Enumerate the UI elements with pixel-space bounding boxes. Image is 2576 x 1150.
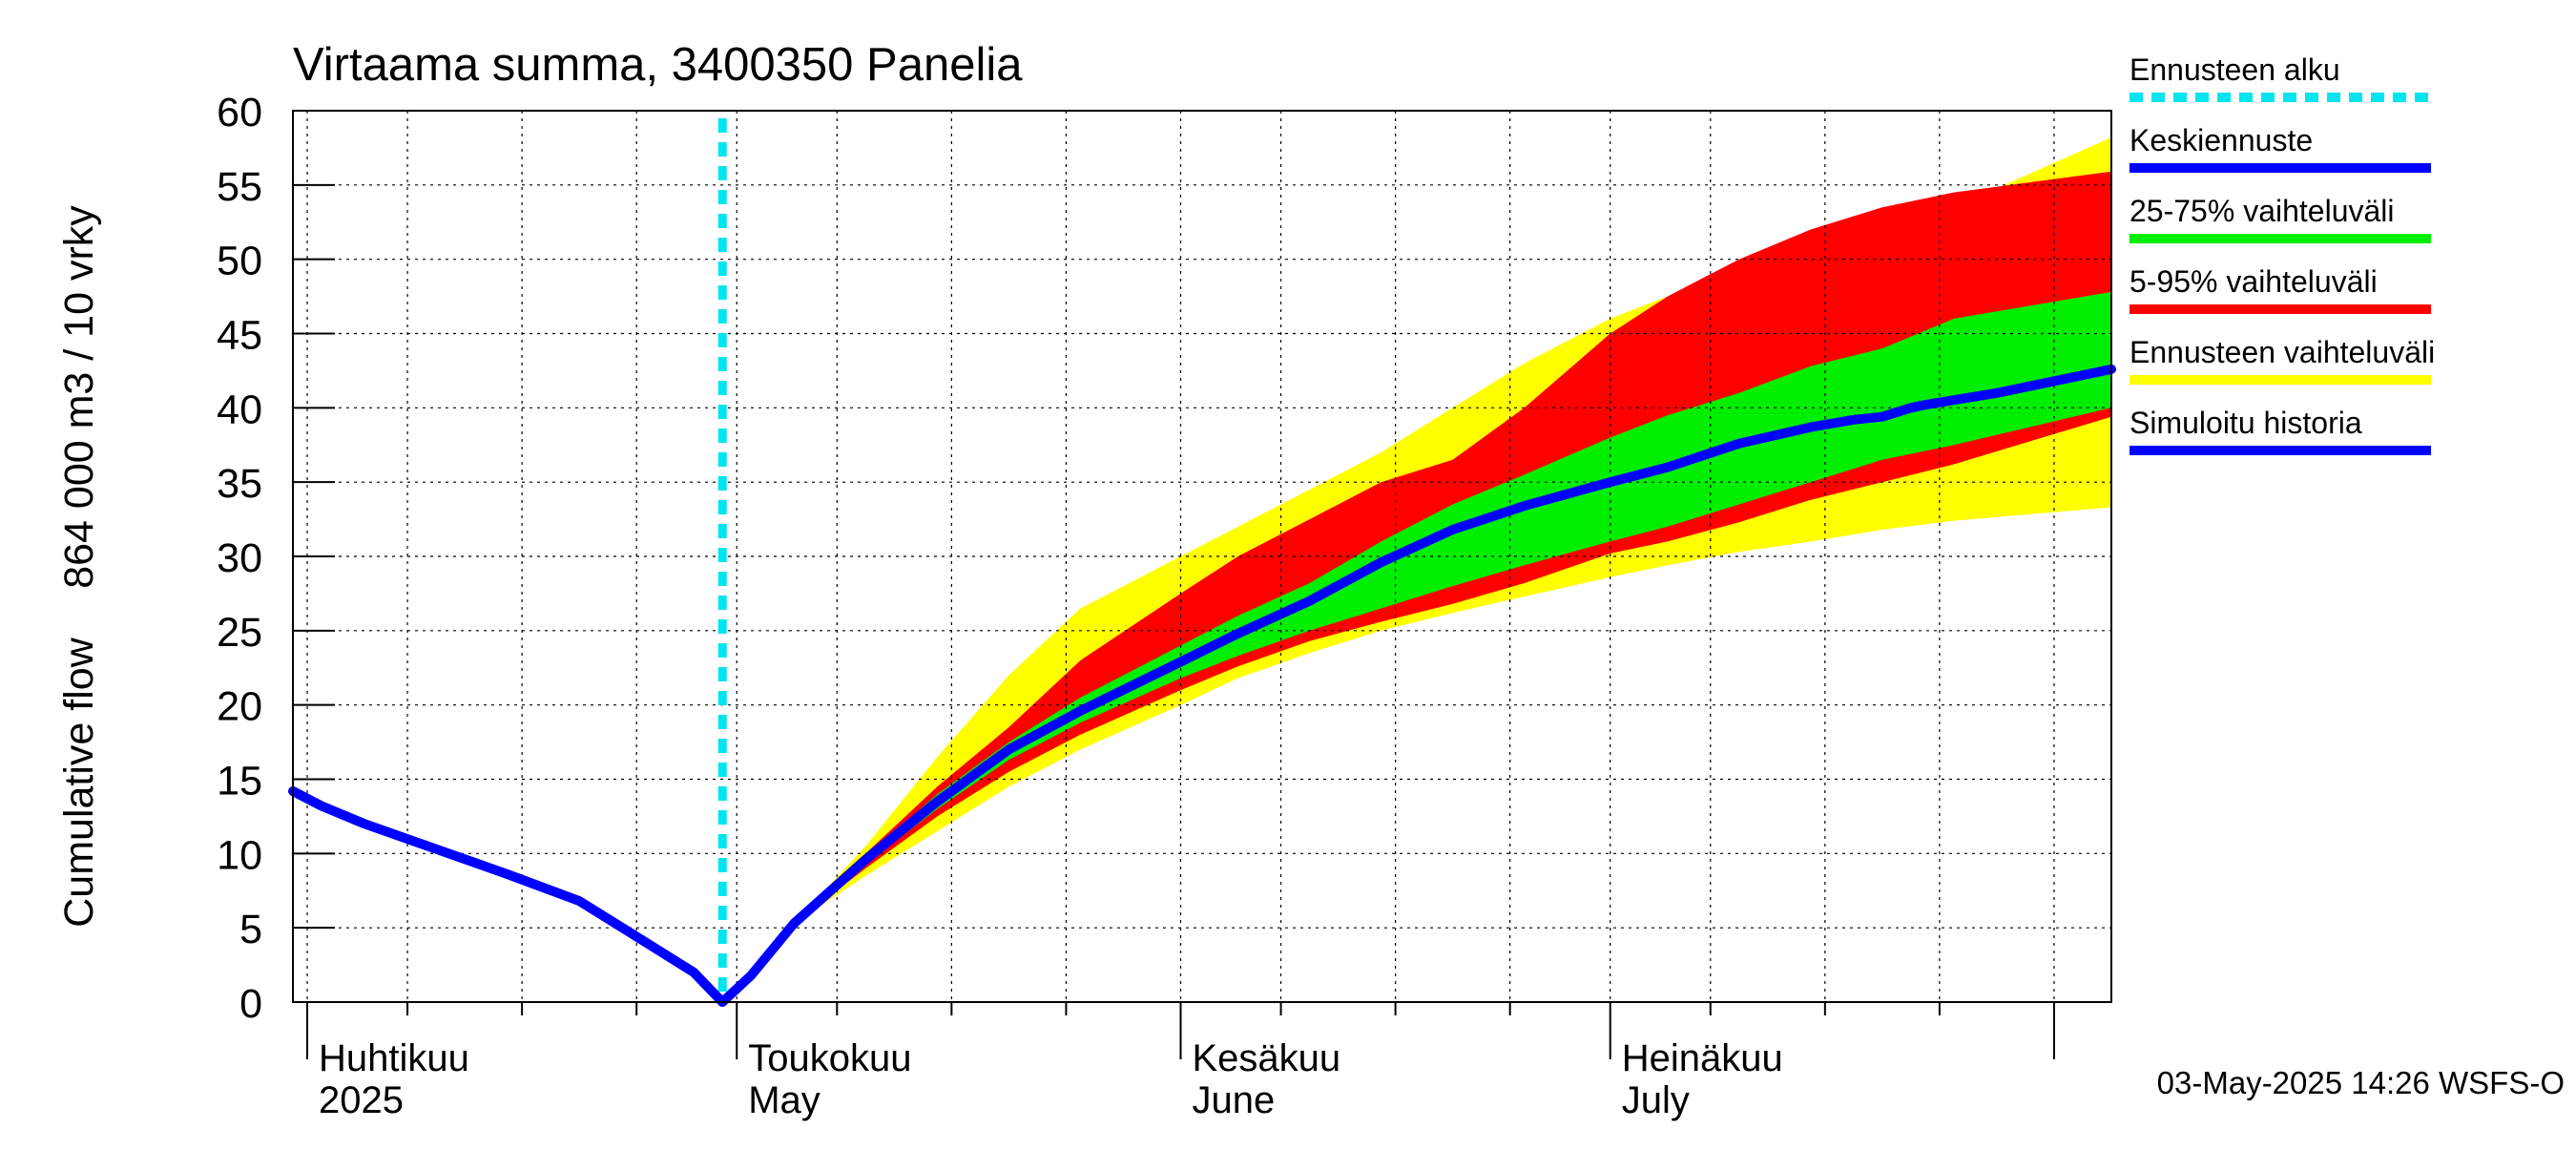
series-simuloitu-historia (288, 786, 728, 1007)
x-month-label: Toukokuu (748, 1037, 911, 1079)
y-tick-label: 0 (239, 981, 262, 1027)
series-keskiennuste (717, 364, 2116, 1007)
y-tick-label: 55 (217, 164, 262, 210)
y-axis-label: 864 000 m3 / 10 vrky (56, 205, 102, 589)
legend-label: 5-95% vaihteluväli (2129, 264, 2378, 299)
y-tick-label: 50 (217, 239, 262, 284)
legend-label: Ennusteen alku (2129, 52, 2340, 87)
chart-title: Virtaama summa, 3400350 Panelia (293, 39, 1023, 91)
y-tick-label: 45 (217, 313, 262, 359)
x-month-sublabel: July (1622, 1079, 1690, 1121)
y-tick-label: 25 (217, 610, 262, 656)
x-month-sublabel: 2025 (319, 1079, 404, 1121)
y-tick-label: 15 (217, 759, 262, 805)
x-month-sublabel: May (748, 1079, 821, 1121)
legend-label: 25-75% vaihteluväli (2129, 194, 2395, 228)
y-tick-label: 30 (217, 535, 262, 581)
band-25-75-vaihteluv-li (794, 291, 2111, 924)
y-tick-label: 60 (217, 90, 262, 136)
x-month-label: Kesäkuu (1192, 1037, 1340, 1079)
x-month-sublabel: June (1192, 1079, 1275, 1121)
y-tick-label: 5 (239, 907, 262, 952)
y-tick-label: 20 (217, 684, 262, 730)
legend-label: Simuloitu historia (2129, 406, 2362, 440)
y-axis-label: Cumulative flow (56, 637, 102, 927)
legend-label: Ennusteen vaihteluväli (2129, 335, 2435, 369)
x-month-label: Huhtikuu (319, 1037, 469, 1079)
y-tick-label: 35 (217, 461, 262, 507)
footer-timestamp: 03-May-2025 14:26 WSFS-O (2157, 1065, 2565, 1100)
y-tick-label: 40 (217, 387, 262, 432)
x-month-label: Heinäkuu (1622, 1037, 1783, 1079)
legend-label: Keskiennuste (2129, 123, 2313, 157)
y-tick-label: 10 (217, 832, 262, 878)
